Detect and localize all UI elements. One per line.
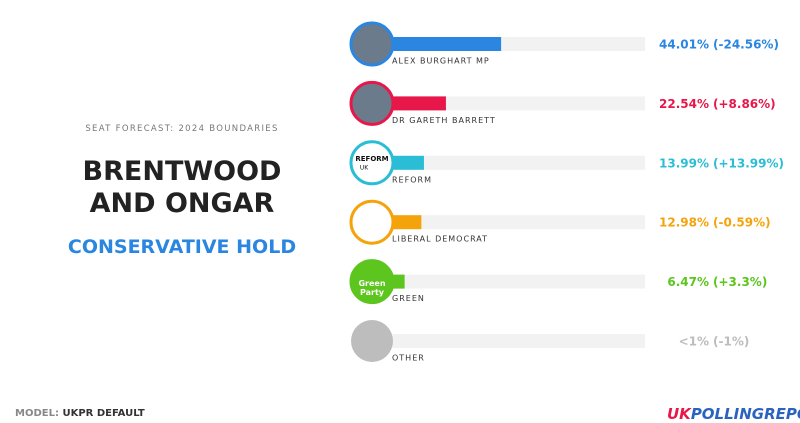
bar-track	[388, 155, 645, 170]
change-label: (-0.59%)	[713, 216, 771, 230]
value-label: 22.54%	[659, 97, 709, 111]
candidate-label: REFORM	[392, 175, 432, 184]
bar-track	[388, 96, 645, 111]
value-label: <1%	[679, 335, 709, 349]
party-icon	[349, 140, 395, 186]
party-icon	[349, 21, 395, 67]
bar	[388, 96, 446, 111]
bar	[388, 37, 502, 51]
chart: ALEX BURGHART MP 44.01% (-24.56%) DR GARETH…	[349, 21, 784, 363]
change-label: (+3.3%)	[713, 275, 767, 289]
bar-track	[388, 334, 645, 348]
candidate-label: OTHER	[392, 354, 425, 363]
value-label: 13.99%	[659, 156, 709, 170]
logo-text: REFORM	[355, 155, 388, 163]
party-icon	[349, 259, 395, 305]
value-label: 44.01%	[659, 38, 709, 52]
chart-title: BRENTWOOD AND ONGAR	[82, 156, 282, 219]
brand-uk: UK	[667, 405, 691, 423]
change-label: (+8.86%)	[713, 97, 776, 111]
value-label: 12.98%	[659, 216, 709, 230]
result: CONSERVATIVE HOLD	[67, 236, 297, 258]
model-label: MODEL:	[15, 408, 59, 419]
candidate-label: DR GARETH BARRETT	[392, 116, 496, 125]
bar	[388, 215, 422, 230]
logo-text: Party	[360, 288, 385, 297]
change-label: (+13.99%)	[713, 156, 784, 170]
change-label: (-24.56%)	[713, 38, 779, 52]
brand: UKPOLLINGREPORT	[667, 405, 800, 423]
party-icon	[349, 199, 395, 245]
logo-text: UK	[360, 164, 369, 171]
candidate-label: GREEN	[392, 294, 425, 303]
brand-rest: POLLINGREPORT	[690, 405, 800, 423]
party-icon	[351, 320, 393, 362]
model: UKPR DEFAULT	[62, 408, 145, 419]
header: SEAT FORECAST: 2024 BOUNDARIES BRENTWOOD…	[32, 124, 332, 258]
bar	[388, 155, 424, 170]
subtitle: SEAT FORECAST: 2024 BOUNDARIES	[85, 124, 279, 134]
footer: MODEL: UKPR DEFAULT	[15, 408, 145, 419]
bar-track	[388, 274, 645, 289]
value-label: 6.47%	[667, 275, 709, 289]
candidate-label: LIBERAL DEMOCRAT	[392, 235, 488, 244]
party-icon	[349, 80, 395, 126]
change-label: (-1%)	[713, 335, 749, 349]
bar-track	[388, 215, 645, 230]
logo-text: Green	[358, 279, 385, 288]
candidate-label: ALEX BURGHART MP	[392, 57, 490, 66]
